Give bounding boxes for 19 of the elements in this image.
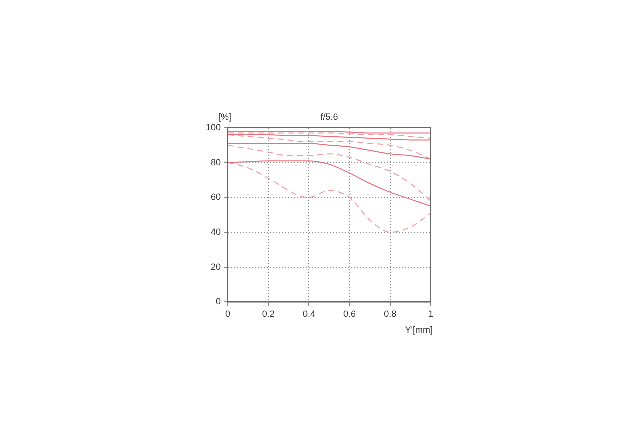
y-tick-label: 40	[211, 227, 222, 238]
x-tick-label: 0.4	[302, 309, 316, 320]
x-tick-label: 1	[428, 309, 434, 320]
y-axis-title: [%]	[218, 112, 232, 122]
line-series	[228, 143, 431, 160]
x-axis-title: Y'[mm]	[405, 325, 433, 336]
y-tick-label: 20	[211, 262, 222, 272]
x-tick-label: 0.6	[344, 309, 356, 320]
y-tick-label: 60	[211, 192, 222, 202]
line-series	[228, 160, 431, 207]
y-tick-label: 0	[216, 296, 222, 307]
x-tick-label: 0.8	[384, 309, 397, 320]
chart-title: f/5.6	[320, 112, 338, 122]
y-tick-label: 100	[206, 122, 222, 132]
x-tick-label: 0.2	[262, 309, 275, 320]
line-series	[228, 144, 431, 202]
line-series	[228, 162, 431, 234]
y-tick-label: 80	[211, 157, 222, 168]
x-tick-label: 0	[226, 309, 231, 320]
